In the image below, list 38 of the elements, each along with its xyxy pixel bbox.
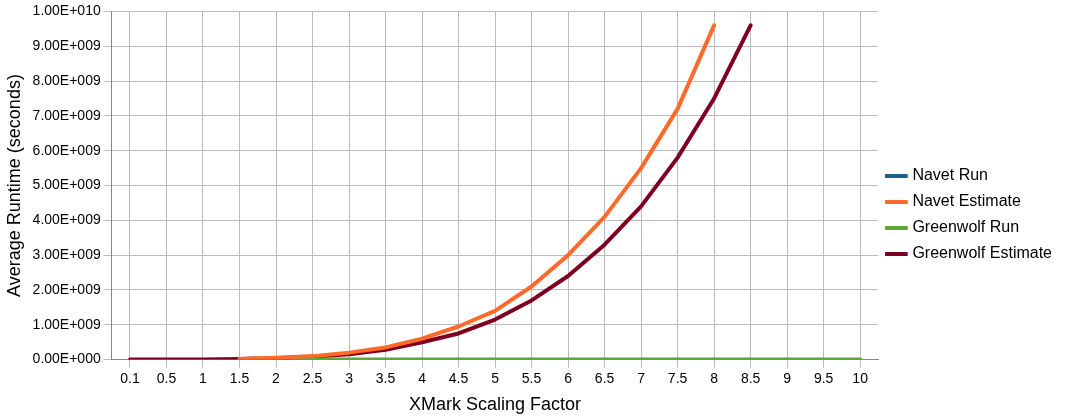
x-tick-label: 2 (272, 369, 281, 386)
y-tick-label: 4.00E+009 (32, 211, 101, 228)
y-tick-label: 3.00E+009 (32, 246, 101, 262)
y-tick-label: 2.00E+009 (32, 280, 101, 297)
x-tick-label: 1.5 (229, 369, 250, 386)
x-tick-label: 1 (199, 369, 208, 386)
x-tick-label: 4 (418, 369, 427, 386)
x-tick-label: 0.5 (156, 369, 177, 386)
legend-label: Greenwolf Estimate (912, 244, 1053, 262)
x-tick-label: 6 (564, 369, 573, 386)
x-tick-label: 4.5 (448, 369, 469, 386)
x-tick-label: 7.5 (667, 369, 688, 386)
y-tick-label: 1.00E+009 (32, 315, 101, 332)
x-tick-label: 2.5 (302, 369, 323, 386)
x-tick-label: 8.5 (740, 369, 761, 386)
y-tick-label: 6.00E+009 (32, 141, 101, 158)
legend-label: Greenwolf Run (912, 218, 1020, 236)
x-tick-label: 6.5 (594, 369, 615, 386)
x-tick-label: 10 (852, 369, 869, 386)
x-tick-label: 9.5 (813, 369, 834, 386)
y-tick-label: 0.00E+000 (32, 350, 101, 367)
x-tick-label: 7 (637, 369, 646, 386)
x-tick-label: 9 (783, 369, 792, 386)
x-tick-label: 5 (491, 369, 500, 386)
x-axis-title: XMark Scaling Factor (409, 394, 582, 415)
legend-label: Navet Run (912, 166, 988, 184)
legend-label: Navet Estimate (912, 192, 1021, 210)
y-tick-label: 8.00E+009 (32, 71, 101, 88)
x-tick-label: 3 (345, 369, 354, 386)
y-tick-label: 1.00E+010 (32, 2, 101, 19)
x-tick-label: 3.5 (375, 369, 396, 386)
y-tick-label: 5.00E+009 (32, 176, 101, 193)
x-tick-label: 0.1 (120, 369, 140, 386)
x-tick-label: 5.5 (521, 369, 542, 386)
y-tick-label: 7.00E+009 (32, 106, 101, 123)
x-tick-label: 8 (710, 369, 719, 386)
y-tick-label: 9.00E+009 (32, 37, 101, 54)
y-axis-title: Average Runtime (seconds) (3, 74, 24, 297)
